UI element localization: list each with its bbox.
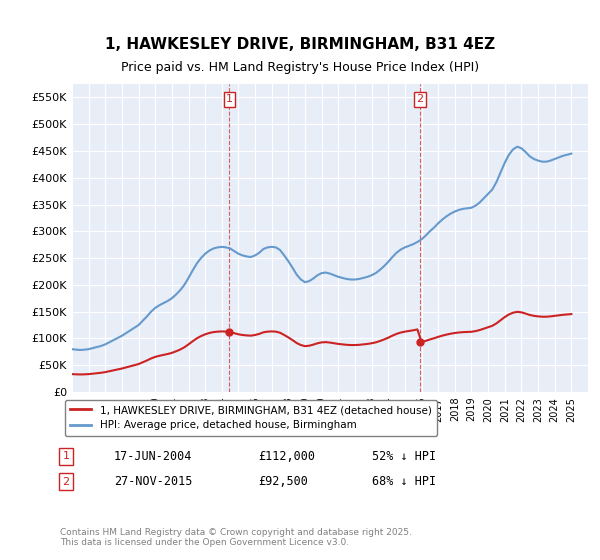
- Text: Price paid vs. HM Land Registry's House Price Index (HPI): Price paid vs. HM Land Registry's House …: [121, 60, 479, 74]
- Text: Contains HM Land Registry data © Crown copyright and database right 2025.
This d: Contains HM Land Registry data © Crown c…: [60, 528, 412, 547]
- Text: 27-NOV-2015: 27-NOV-2015: [114, 475, 193, 488]
- Legend: 1, HAWKESLEY DRIVE, BIRMINGHAM, B31 4EZ (detached house), HPI: Average price, de: 1, HAWKESLEY DRIVE, BIRMINGHAM, B31 4EZ …: [65, 400, 437, 436]
- Text: £112,000: £112,000: [258, 450, 315, 463]
- Text: 1: 1: [226, 95, 233, 104]
- Text: 52% ↓ HPI: 52% ↓ HPI: [372, 450, 436, 463]
- Text: 2: 2: [416, 95, 424, 104]
- Text: 1: 1: [62, 451, 70, 461]
- Text: 2: 2: [62, 477, 70, 487]
- Text: 17-JUN-2004: 17-JUN-2004: [114, 450, 193, 463]
- Text: 1, HAWKESLEY DRIVE, BIRMINGHAM, B31 4EZ: 1, HAWKESLEY DRIVE, BIRMINGHAM, B31 4EZ: [105, 38, 495, 52]
- Text: £92,500: £92,500: [258, 475, 308, 488]
- Text: 68% ↓ HPI: 68% ↓ HPI: [372, 475, 436, 488]
